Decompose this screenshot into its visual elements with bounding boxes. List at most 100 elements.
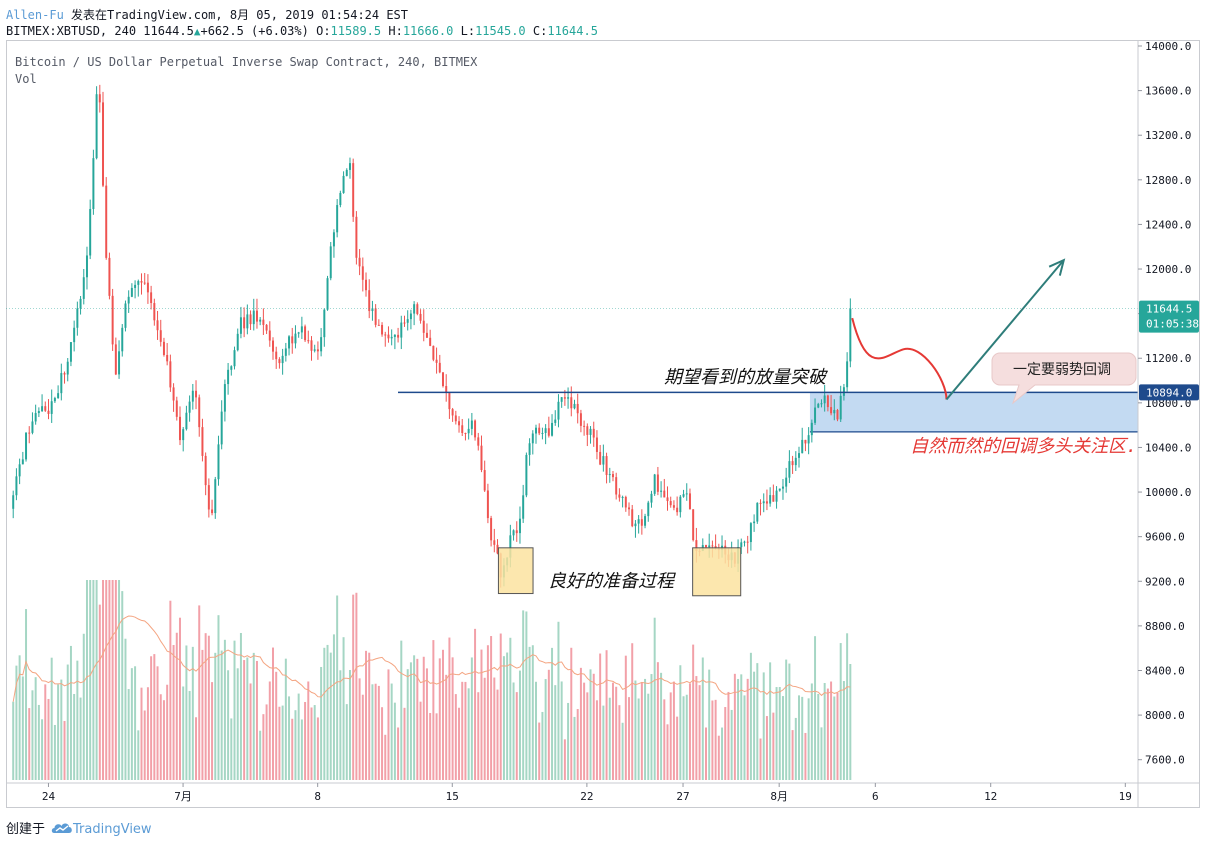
- candle-body: [509, 535, 512, 558]
- volume-bar: [650, 674, 653, 780]
- candle-body: [602, 456, 605, 465]
- volume-bar: [153, 654, 156, 780]
- volume-bar: [105, 580, 108, 780]
- volume-bar: [185, 645, 188, 780]
- candle-body: [634, 523, 637, 527]
- candle-body: [688, 493, 691, 510]
- volume-bar: [535, 681, 538, 780]
- candle-body: [551, 422, 554, 436]
- candle-body: [518, 518, 521, 534]
- projection-arrow-line: [945, 259, 1065, 401]
- volume-bar: [92, 580, 95, 780]
- volume-bar: [130, 668, 133, 780]
- candle-body: [262, 319, 265, 325]
- candle-body: [756, 502, 759, 522]
- preparation-box: [692, 547, 742, 597]
- volume-bar: [830, 681, 833, 780]
- candle-body: [201, 427, 204, 456]
- price-label-countdown: 01:05:38: [1146, 318, 1199, 331]
- volume-bar: [313, 705, 316, 780]
- volume-bar: [76, 660, 79, 780]
- volume-bar: [595, 700, 598, 780]
- candle-body: [326, 278, 329, 310]
- candle-body: [621, 496, 624, 498]
- price-label-value: 11644.5: [1146, 303, 1192, 316]
- volume-bar: [486, 645, 489, 780]
- volume-bar: [605, 650, 608, 780]
- volume-bar: [400, 640, 403, 780]
- volume-bar: [406, 669, 409, 780]
- candle-body: [833, 409, 836, 414]
- candle-body: [272, 340, 274, 352]
- time-tick-label: 19: [1119, 790, 1132, 803]
- volume-bar: [204, 633, 207, 780]
- candle-body: [567, 397, 570, 399]
- volume-bar: [352, 594, 355, 780]
- volume-bar: [740, 674, 743, 780]
- volume-bar: [798, 695, 801, 780]
- volume-bar: [791, 730, 794, 780]
- candle-body: [483, 470, 486, 491]
- candle-body: [41, 406, 44, 412]
- volume-bar: [496, 689, 499, 780]
- volume-bar: [291, 718, 294, 780]
- volume-bar: [201, 649, 204, 780]
- volume-bar: [316, 717, 319, 780]
- chart-header-published: Allen-Fu 发表在TradingView.com, 8月 05, 2019…: [6, 6, 408, 23]
- up-triangle-icon: ▲: [193, 25, 201, 38]
- volume-bar: [243, 660, 246, 780]
- volume-bar: [676, 716, 679, 780]
- volume-bar: [592, 673, 595, 780]
- volume-bar: [839, 643, 842, 780]
- candle-body: [307, 340, 310, 342]
- volume-bar: [368, 652, 371, 780]
- candle-body: [762, 501, 765, 504]
- candle-body: [162, 341, 165, 355]
- price-label-value: 10894.0: [1146, 386, 1192, 399]
- chart-frame[interactable]: 一定要弱势回调 期望看到的放量突破 良好的准备过程 自然而然的回调多头关注区. 140…: [6, 40, 1200, 808]
- volume-bar: [589, 669, 592, 780]
- volume-bar: [223, 639, 226, 780]
- projection-curve: [851, 317, 948, 400]
- candle-body: [826, 395, 829, 408]
- author-link[interactable]: Allen-Fu: [6, 8, 64, 22]
- volume-bar: [724, 707, 727, 780]
- volume-bar: [717, 735, 720, 780]
- tradingview-brand[interactable]: TradingView: [73, 822, 152, 837]
- volume-bar: [499, 633, 502, 780]
- volume-bar: [647, 693, 650, 780]
- candle-body: [249, 314, 252, 325]
- candle-body: [348, 163, 351, 170]
- volume-bar: [114, 580, 117, 780]
- candle-body: [137, 281, 140, 285]
- volume-bar: [804, 732, 807, 780]
- volume-bar: [18, 655, 21, 780]
- volume-bar: [490, 636, 493, 780]
- volume-bar: [445, 674, 448, 780]
- volume-bar: [772, 712, 775, 780]
- arrow-head-icon: [1048, 258, 1066, 276]
- candle-body: [156, 320, 159, 331]
- candle-body: [458, 421, 461, 426]
- candle-body: [92, 158, 95, 210]
- volume-bar: [502, 656, 505, 780]
- candle-body: [746, 541, 749, 543]
- candle-body: [361, 266, 364, 280]
- candle-body: [220, 411, 223, 445]
- volume-bar: [599, 653, 602, 780]
- volume-bar: [628, 697, 631, 780]
- candle-body: [281, 355, 284, 364]
- candle-body: [339, 192, 342, 206]
- candle-body: [560, 397, 563, 402]
- volume-bar: [329, 652, 332, 780]
- volume-bar: [102, 580, 105, 780]
- volume-bar: [435, 713, 438, 780]
- candle-body: [429, 337, 432, 346]
- price-tick-label: 13600.0: [1145, 85, 1191, 98]
- volume-bar: [66, 664, 69, 780]
- candle-body: [820, 403, 823, 405]
- volume-bar: [518, 670, 521, 780]
- volume-bar: [441, 649, 444, 780]
- volume-bar: [746, 678, 749, 780]
